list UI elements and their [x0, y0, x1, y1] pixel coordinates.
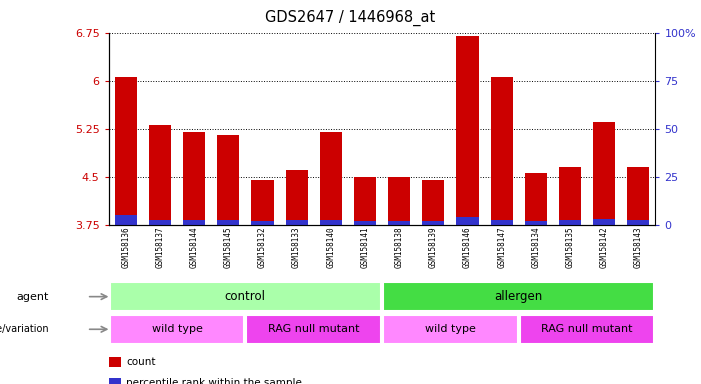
Text: GSM158142: GSM158142 [599, 226, 608, 268]
Bar [559, 220, 581, 225]
Bar [383, 314, 517, 344]
Bar [354, 177, 376, 225]
Bar [247, 314, 381, 344]
Bar [217, 135, 239, 225]
Text: GSM158145: GSM158145 [224, 226, 233, 268]
Text: GSM158146: GSM158146 [463, 226, 472, 268]
Text: percentile rank within the sample: percentile rank within the sample [126, 378, 302, 384]
Bar [354, 221, 376, 225]
Bar [183, 132, 205, 225]
Text: agent: agent [17, 291, 49, 302]
Text: GSM158133: GSM158133 [292, 226, 301, 268]
Text: GSM158143: GSM158143 [634, 226, 643, 268]
Bar [422, 221, 444, 225]
Bar [285, 170, 308, 225]
Bar [217, 220, 239, 225]
Bar [110, 282, 381, 311]
Text: GSM158138: GSM158138 [395, 226, 404, 268]
Bar [491, 220, 512, 225]
Bar [149, 220, 171, 225]
Bar [285, 220, 308, 225]
Bar [320, 132, 342, 225]
Text: GSM158144: GSM158144 [189, 226, 198, 268]
Text: wild type: wild type [425, 324, 476, 334]
Bar [320, 220, 342, 225]
Bar [627, 220, 649, 225]
Bar [109, 378, 121, 384]
Bar [252, 180, 273, 225]
Bar [422, 180, 444, 225]
Text: RAG null mutant: RAG null mutant [268, 324, 360, 334]
Bar [115, 215, 137, 225]
Bar [525, 174, 547, 225]
Text: GSM158147: GSM158147 [497, 226, 506, 268]
Bar [525, 221, 547, 225]
Bar [491, 78, 512, 225]
Text: GSM158137: GSM158137 [156, 226, 165, 268]
Text: GDS2647 / 1446968_at: GDS2647 / 1446968_at [266, 10, 435, 26]
Text: GSM158141: GSM158141 [360, 226, 369, 268]
Text: RAG null mutant: RAG null mutant [541, 324, 633, 334]
Bar [520, 314, 654, 344]
Bar [115, 78, 137, 225]
Bar [252, 221, 273, 225]
Text: GSM158139: GSM158139 [429, 226, 438, 268]
Text: control: control [225, 290, 266, 303]
Bar [456, 36, 479, 225]
Text: GSM158132: GSM158132 [258, 226, 267, 268]
Bar [456, 217, 479, 225]
Text: GSM158136: GSM158136 [121, 226, 130, 268]
Bar [388, 221, 410, 225]
Bar [110, 314, 244, 344]
Text: genotype/variation: genotype/variation [0, 324, 49, 334]
Text: count: count [126, 357, 156, 367]
Bar [149, 126, 171, 225]
Text: wild type: wild type [151, 324, 203, 334]
Bar [559, 167, 581, 225]
Bar [388, 177, 410, 225]
Bar [109, 357, 121, 367]
Text: GSM158134: GSM158134 [531, 226, 540, 268]
Text: GSM158135: GSM158135 [566, 226, 575, 268]
Bar [383, 282, 654, 311]
Bar [627, 167, 649, 225]
Bar [593, 122, 615, 225]
Text: GSM158140: GSM158140 [326, 226, 335, 268]
Text: allergen: allergen [495, 290, 543, 303]
Bar [593, 219, 615, 225]
Bar [183, 220, 205, 225]
